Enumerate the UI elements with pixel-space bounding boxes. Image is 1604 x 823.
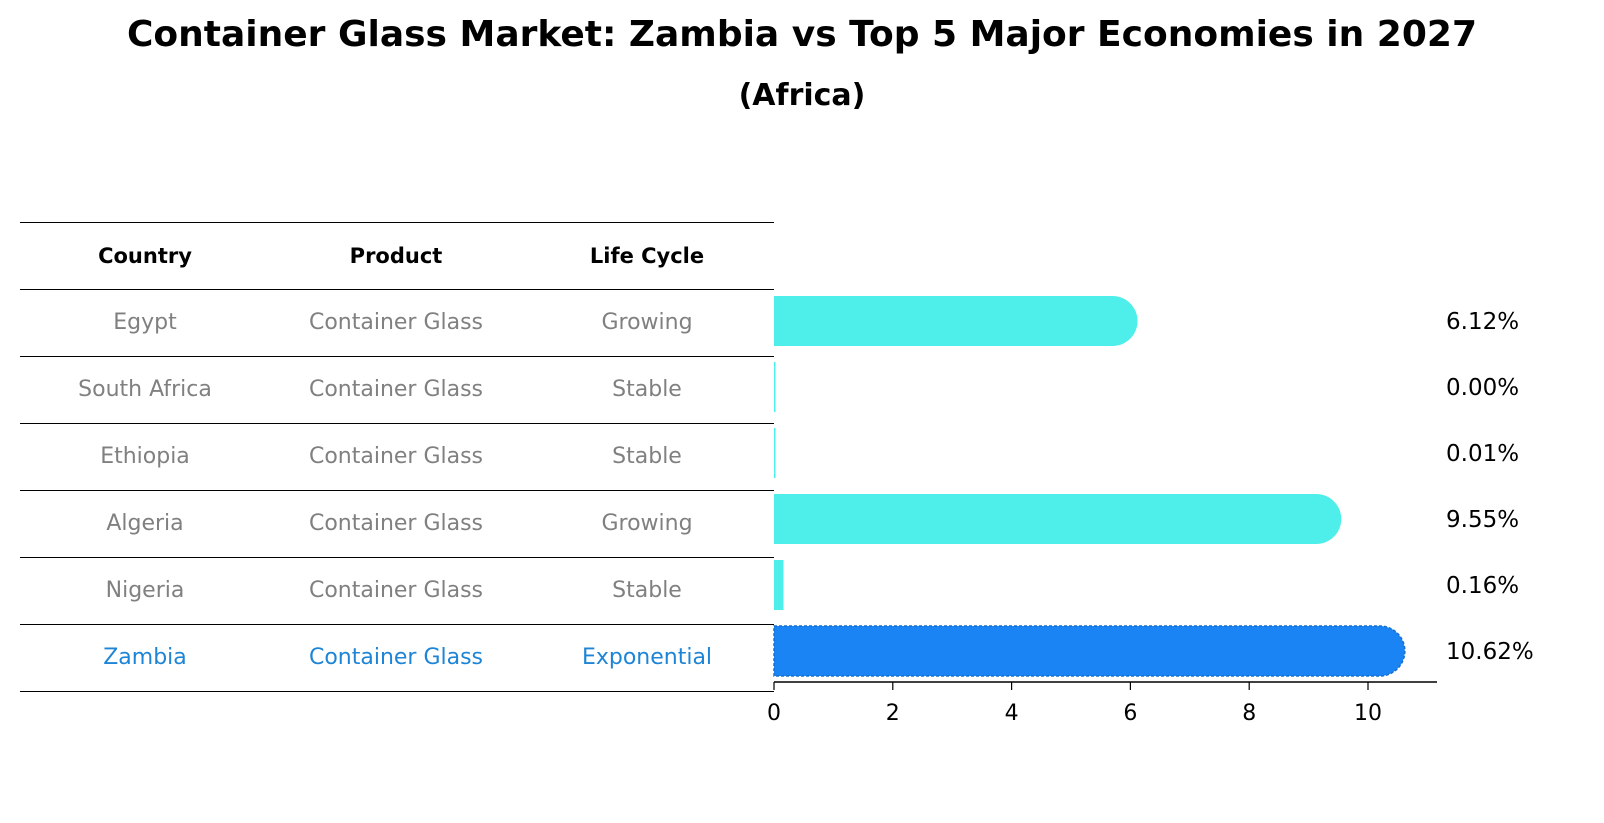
cell-country: Nigeria xyxy=(105,578,185,603)
cell-life-cycle: Growing xyxy=(601,511,693,536)
table-row: South Africa Container Glass Stable xyxy=(20,356,774,423)
cell-country: Zambia xyxy=(103,645,187,670)
header-product: Product xyxy=(349,244,443,268)
cell-life-cycle: Growing xyxy=(601,310,693,335)
cell-country: Egypt xyxy=(113,310,177,335)
value-label-algeria: 9.55% xyxy=(1446,507,1519,533)
value-label-nigeria: 0.16% xyxy=(1446,573,1519,599)
table-row-highlight: Zambia Container Glass Exponential xyxy=(20,624,774,692)
value-label-south-africa: 0.00% xyxy=(1446,375,1519,401)
bar-south-africa xyxy=(774,362,776,412)
chart-subtitle: (Africa) xyxy=(738,78,866,113)
cell-life-cycle: Stable xyxy=(612,578,682,603)
table-row: Algeria Container Glass Growing xyxy=(20,490,774,557)
x-tick-label: 4 xyxy=(1005,701,1019,726)
x-tick-label: 2 xyxy=(886,701,900,726)
cell-product: Container Glass xyxy=(308,578,484,603)
cell-life-cycle: Exponential xyxy=(581,645,713,670)
bar-ethiopia xyxy=(774,428,776,478)
bar-nigeria xyxy=(774,560,784,610)
x-tick-label: 8 xyxy=(1242,701,1256,726)
cell-product: Container Glass xyxy=(308,310,484,335)
x-tick-label: 0 xyxy=(767,701,781,726)
x-tick-label: 10 xyxy=(1354,701,1382,726)
table-header-row: Country Product Life Cycle xyxy=(20,222,774,289)
bar-egypt xyxy=(774,296,1138,346)
cell-product: Container Glass xyxy=(308,444,484,469)
cell-country: Algeria xyxy=(106,511,184,536)
value-label-ethiopia: 0.01% xyxy=(1446,441,1519,467)
header-country: Country xyxy=(98,244,192,268)
table-row: Egypt Container Glass Growing xyxy=(20,289,774,356)
cell-country: Ethiopia xyxy=(100,444,190,469)
bar-zambia xyxy=(773,625,1406,677)
cell-product: Container Glass xyxy=(308,645,484,670)
x-tick-label: 6 xyxy=(1123,701,1137,726)
data-table: Country Product Life Cycle Egypt Contain… xyxy=(20,222,774,692)
chart-title: Container Glass Market: Zambia vs Top 5 … xyxy=(126,14,1478,55)
table-row: Nigeria Container Glass Stable xyxy=(20,557,774,624)
value-label-egypt: 6.12% xyxy=(1446,309,1519,335)
table-row: Ethiopia Container Glass Stable xyxy=(20,423,774,490)
cell-life-cycle: Stable xyxy=(612,377,682,402)
value-label-zambia: 10.62% xyxy=(1446,639,1534,665)
cell-product: Container Glass xyxy=(308,377,484,402)
bar-algeria xyxy=(774,494,1342,544)
header-life-cycle: Life Cycle xyxy=(589,244,705,268)
cell-country: South Africa xyxy=(78,377,212,402)
cell-product: Container Glass xyxy=(308,511,484,536)
cell-life-cycle: Stable xyxy=(612,444,682,469)
